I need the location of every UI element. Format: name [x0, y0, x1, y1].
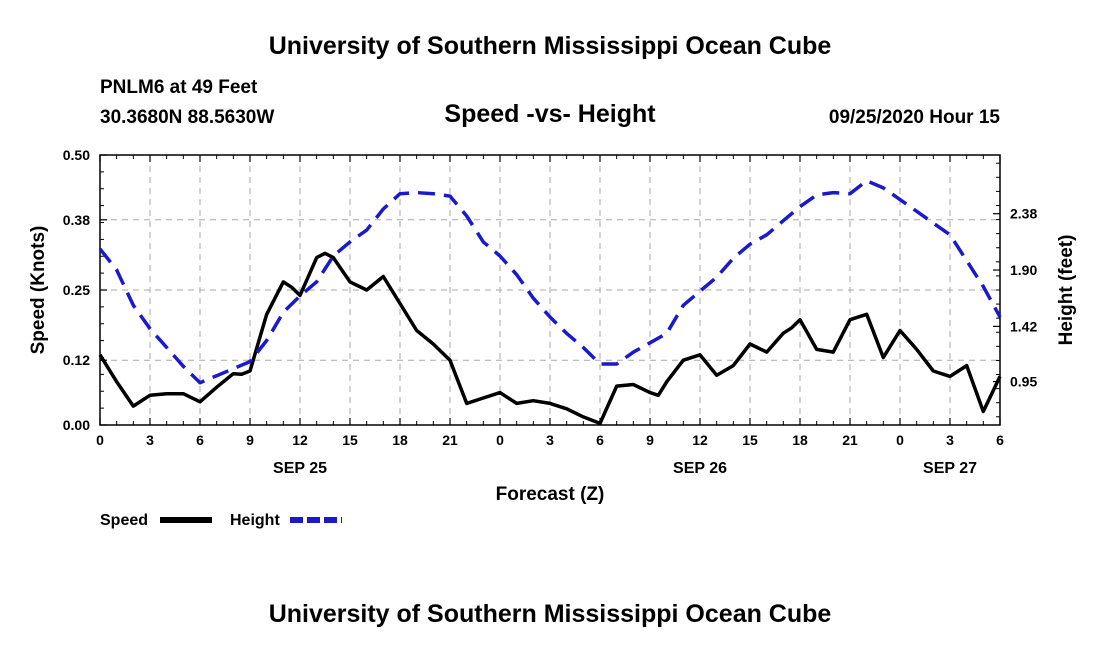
y-axis-title: Speed (Knots)	[28, 226, 49, 355]
x-tick-label: 15	[742, 432, 758, 448]
x-tick-label: 0	[896, 432, 904, 448]
height-series-line	[98, 179, 1002, 385]
date-label: SEP 26	[673, 460, 727, 477]
x-tick-label: 21	[442, 432, 458, 448]
legend: Speed Height	[100, 512, 342, 529]
y-tick-label: 0.25	[63, 282, 90, 298]
x-tick-label: 9	[246, 432, 254, 448]
date-label: SEP 27	[923, 460, 977, 477]
top-title: University of Southern Mississippi Ocean…	[268, 32, 832, 60]
y2-tick-label: 2.38	[1010, 206, 1037, 222]
x-tick-label: 3	[146, 432, 154, 448]
chart-title: Speed -vs- Height	[444, 100, 656, 128]
series-lines	[98, 179, 1002, 426]
x-tick-label: 21	[842, 432, 858, 448]
y2-tick-label: 1.42	[1010, 318, 1037, 334]
y2-tick-label: 0.95	[1010, 374, 1037, 390]
x-tick-label: 3	[546, 432, 554, 448]
x-tick-label: 12	[292, 432, 308, 448]
x-tick-label: 18	[392, 432, 408, 448]
coordinates-label: 30.3680N 88.5630W	[100, 107, 275, 128]
footer-title: University of Southern Mississippi Ocean…	[268, 600, 832, 628]
axis-ticks	[99, 154, 1001, 426]
x-tick-label: 18	[792, 432, 808, 448]
x-tick-label: 6	[996, 432, 1004, 448]
x-tick-label: 0	[496, 432, 504, 448]
legend-height-label: Height	[230, 512, 280, 529]
x-tick-label: 0	[96, 432, 104, 448]
y-tick-label: 0.50	[63, 147, 90, 163]
y2-tick-label: 1.90	[1010, 262, 1037, 278]
x-tick-label: 6	[196, 432, 204, 448]
x-tick-label: 3	[946, 432, 954, 448]
x-tick-label: 6	[596, 432, 604, 448]
y-tick-label: 0.00	[63, 417, 90, 433]
legend-speed-label: Speed	[100, 512, 148, 529]
axis-labels: 0 3 6 9 12 15 18 21 0 3 6 9 12 15 18 21 0 3 6 SEP 25 SEP 26 S…	[63, 147, 1038, 477]
station-label: PNLM6 at 49 Feet	[100, 77, 258, 98]
date-label: SEP 25	[273, 460, 327, 477]
grid-lines	[100, 155, 1000, 425]
speed-series-line	[98, 251, 1002, 426]
date-label: 09/25/2020 Hour 15	[828, 107, 1000, 128]
x-tick-label: 12	[692, 432, 708, 448]
y-tick-label: 0.12	[63, 352, 90, 368]
y-tick-label: 0.38	[63, 212, 90, 228]
x-tick-label: 9	[646, 432, 654, 448]
x-tick-label: 15	[342, 432, 358, 448]
y2-axis-title: Height (feet)	[1056, 235, 1077, 346]
x-axis-title: Forecast (Z)	[496, 484, 605, 505]
